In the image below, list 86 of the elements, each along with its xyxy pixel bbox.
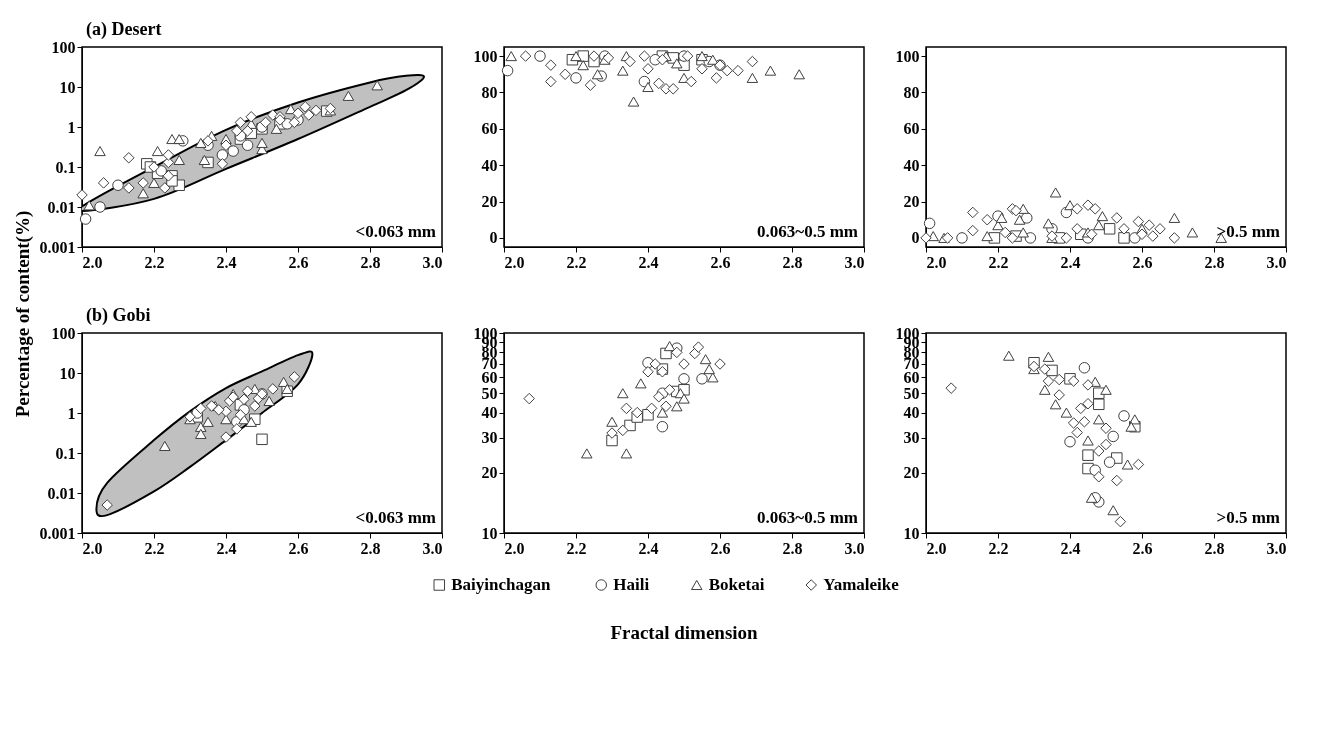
y-tick-label: 20	[903, 464, 920, 482]
y-tick-label: 0.1	[55, 444, 76, 462]
y-tick-label: 100	[473, 47, 498, 65]
legend-label: Boketai	[708, 575, 765, 594]
y-tick-label: 0.1	[55, 158, 76, 176]
y-tick-label: 60	[481, 120, 498, 138]
x-tick-label: 2.4	[1060, 539, 1081, 557]
x-tick-label: 2.0	[926, 253, 947, 271]
x-tick-label: 2.8	[360, 253, 381, 271]
x-tick-label: 2.6	[288, 539, 309, 557]
x-tick-label: 3.0	[1266, 253, 1287, 271]
x-tick-label: 2.6	[1132, 253, 1153, 271]
annotation: 0.063~0.5 mm	[757, 222, 858, 241]
y-tick-label: 10	[903, 524, 920, 542]
y-tick-label: 60	[481, 368, 498, 386]
x-tick-label: 2.2	[144, 539, 165, 557]
y-tick-label: 100	[895, 47, 920, 65]
x-tick-label: 2.4	[638, 253, 659, 271]
y-tick-label: 1	[67, 404, 76, 422]
annotation: >0.5 mm	[1216, 222, 1280, 241]
x-tick-label: 3.0	[422, 539, 443, 557]
x-tick-label: 2.8	[782, 253, 803, 271]
y-tick-label: 0.01	[47, 484, 76, 502]
chart-title: (b) Gobi	[86, 305, 151, 326]
y-tick-label: 0.01	[47, 198, 76, 216]
y-tick-label: 100	[51, 324, 76, 342]
y-tick-label: 0	[911, 229, 920, 247]
y-tick-label: 30	[481, 429, 498, 447]
y-axis-title: Percentage of content(%)	[12, 210, 34, 418]
x-tick-label: 3.0	[844, 539, 865, 557]
x-tick-label: 2.6	[710, 253, 731, 271]
y-tick-label: 60	[903, 120, 920, 138]
legend-label: Yamaleike	[823, 575, 900, 594]
x-tick-label: 2.0	[504, 539, 525, 557]
y-tick-label: 30	[903, 429, 920, 447]
x-tick-label: 3.0	[844, 253, 865, 271]
annotation: <0.063 mm	[355, 222, 436, 241]
x-tick-label: 2.2	[988, 539, 1009, 557]
x-tick-label: 2.8	[360, 539, 381, 557]
annotation: 0.063~0.5 mm	[757, 508, 858, 527]
legend-label: Baiyinchagan	[451, 575, 551, 594]
x-tick-label: 2.6	[1132, 539, 1153, 557]
y-tick-label: 10	[59, 78, 76, 96]
x-tick-label: 2.4	[216, 253, 237, 271]
y-tick-label: 0	[489, 229, 498, 247]
x-axis-title: Fractal dimension	[610, 622, 759, 643]
y-tick-label: 40	[903, 156, 920, 174]
y-tick-label: 10	[481, 524, 498, 542]
x-tick-label: 3.0	[422, 253, 443, 271]
y-tick-label: 1	[67, 118, 76, 136]
y-tick-label: 80	[903, 83, 920, 101]
x-tick-label: 2.6	[710, 539, 731, 557]
x-tick-label: 2.2	[144, 253, 165, 271]
x-tick-label: 2.2	[566, 539, 587, 557]
legend-label: Haili	[613, 575, 650, 594]
x-tick-label: 2.4	[1060, 253, 1081, 271]
y-tick-label: 50	[903, 384, 920, 402]
x-tick-label: 2.0	[926, 539, 947, 557]
x-tick-label: 2.8	[1204, 539, 1225, 557]
x-tick-label: 2.6	[288, 253, 309, 271]
y-tick-label: 50	[481, 384, 498, 402]
y-tick-label: 20	[481, 193, 498, 211]
y-tick-label: 40	[903, 404, 920, 422]
y-tick-label: 40	[481, 404, 498, 422]
x-tick-label: 2.4	[216, 539, 237, 557]
y-tick-label: 100	[51, 38, 76, 56]
y-tick-label: 60	[903, 368, 920, 386]
x-tick-label: 2.8	[782, 539, 803, 557]
annotation: >0.5 mm	[1216, 508, 1280, 527]
chart-title: (a) Desert	[86, 19, 162, 40]
y-tick-label: 40	[481, 156, 498, 174]
x-tick-label: 2.4	[638, 539, 659, 557]
y-tick-label: 0.001	[39, 238, 76, 256]
annotation: <0.063 mm	[355, 508, 436, 527]
x-tick-label: 3.0	[1266, 539, 1287, 557]
x-tick-label: 2.8	[1204, 253, 1225, 271]
x-tick-label: 2.0	[82, 539, 103, 557]
x-tick-label: 2.2	[988, 253, 1009, 271]
y-tick-label: 20	[481, 464, 498, 482]
x-tick-label: 2.0	[504, 253, 525, 271]
y-tick-label: 80	[481, 83, 498, 101]
y-tick-label: 10	[59, 364, 76, 382]
x-tick-label: 2.0	[82, 253, 103, 271]
x-tick-label: 2.2	[566, 253, 587, 271]
y-tick-label: 20	[903, 193, 920, 211]
y-tick-label: 0.001	[39, 524, 76, 542]
